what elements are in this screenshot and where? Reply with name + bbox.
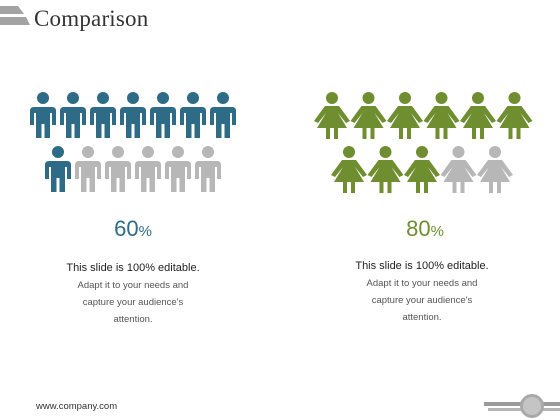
left-body: Adapt it to your needs and capture your … [13,277,253,328]
man-icon [120,92,146,138]
left-body-line: attention. [113,314,153,325]
woman-icon [496,92,533,139]
right-body-line: Adapt it to your needs and [366,278,478,289]
left-percentage-value: 60 [114,216,139,241]
woman-icon [423,92,460,139]
woman-icon [404,146,440,193]
woman-icon [387,92,423,139]
woman-icon [367,146,404,193]
left-heading: This slide is 100% editable. [66,262,200,274]
title-accent-bar [0,6,30,25]
man-icon [90,92,116,138]
left-percentage: 60% [73,216,193,242]
slide-title: Comparison [34,6,149,31]
right-body-line: capture your audience's [371,295,473,306]
man-icon [150,92,176,138]
woman-icon [440,146,477,193]
man-icon [210,92,236,138]
man-icon [30,92,56,138]
man-icon [180,92,206,138]
right-percentage: 80% [365,216,485,242]
right-heading: This slide is 100% editable. [355,260,489,272]
man-icon [165,146,191,192]
woman-icon [314,92,350,139]
footer-url: www.company.com [36,401,118,412]
man-icon [60,92,86,138]
left-body-line: capture your audience's [82,297,184,308]
man-icon [45,146,71,192]
footer-decoration [484,394,560,418]
right-percentage-value: 80 [406,216,431,241]
left-body-line: Adapt it to your needs and [77,280,189,291]
woman-icon [460,92,496,139]
woman-icon [331,146,367,193]
left-percentage-symbol: % [138,223,152,240]
woman-icon [477,146,513,193]
man-icon [195,146,221,192]
right-body-line: attention. [402,312,442,323]
men-icon-group [30,92,236,192]
right-percentage-symbol: % [430,223,444,240]
man-icon [135,146,161,192]
man-icon [75,146,101,192]
women-icon-group [314,92,533,193]
woman-icon [350,92,387,139]
man-icon [105,146,131,192]
right-body: Adapt it to your needs and capture your … [302,275,542,326]
